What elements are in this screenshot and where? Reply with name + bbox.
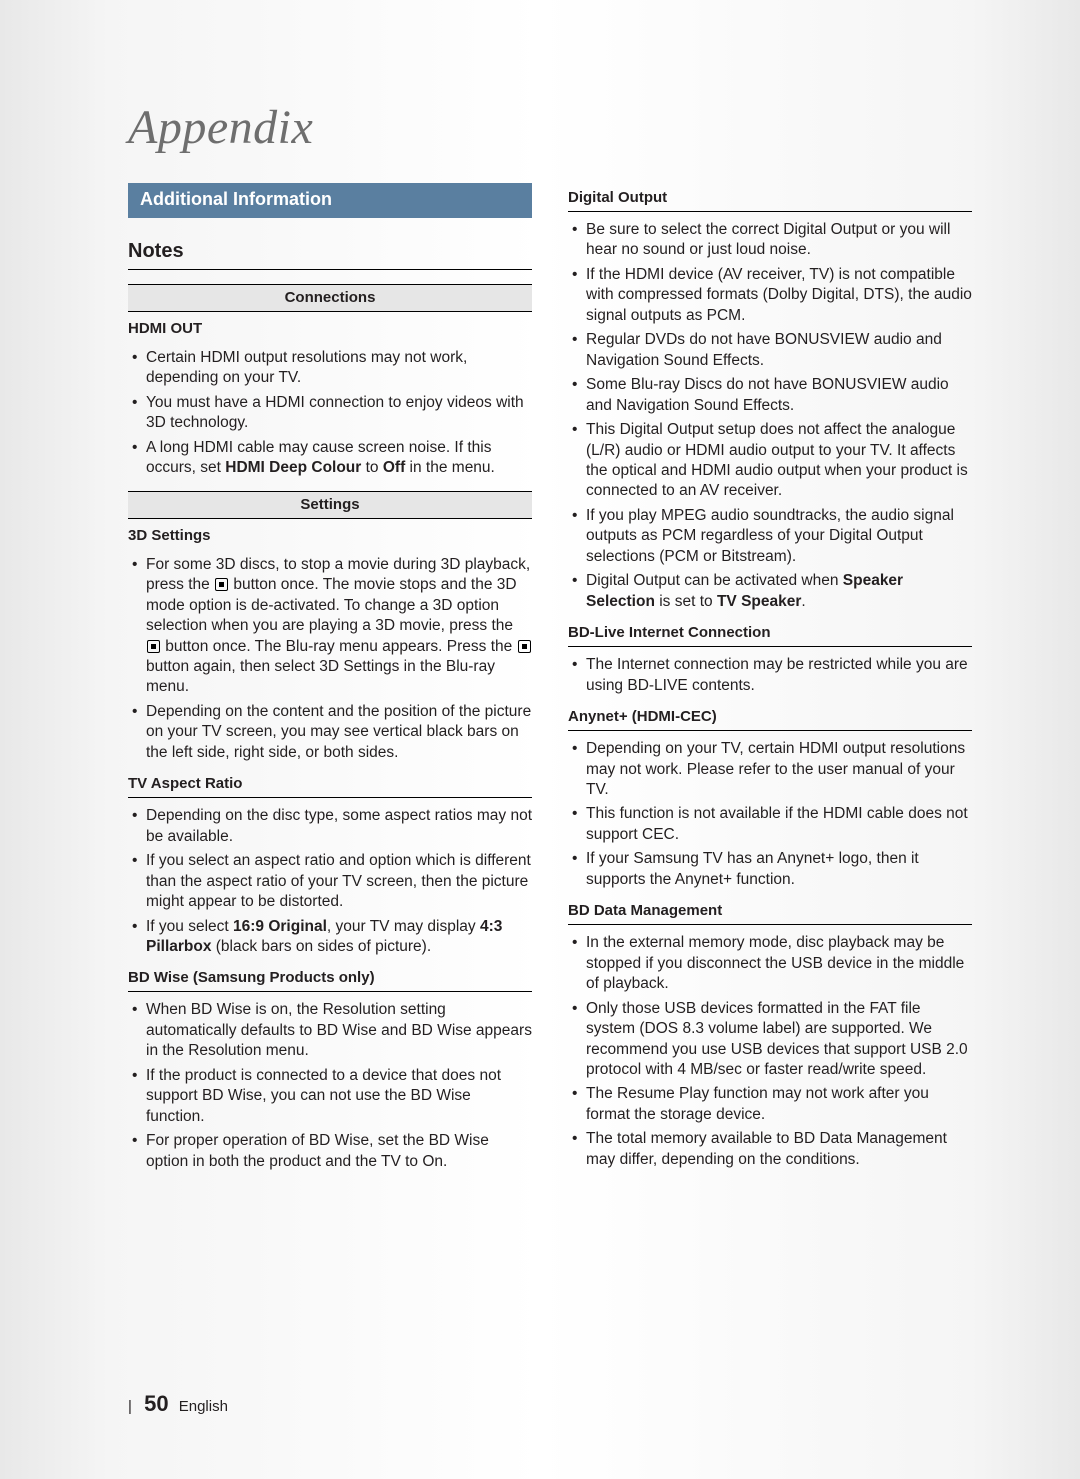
bdwise-heading: BD Wise (Samsung Products only)	[128, 969, 532, 992]
3d-settings-heading: 3D Settings	[128, 527, 532, 549]
bold-text: TV Speaker	[717, 593, 801, 610]
anynet-list: Depending on your TV, certain HDMI outpu…	[568, 739, 972, 890]
list-item: The Resume Play function may not work af…	[586, 1084, 972, 1125]
hdmi-out-heading: HDMI OUT	[128, 320, 532, 342]
two-column-layout: Additional Information Notes Connections…	[128, 183, 972, 1184]
list-item: This Digital Output setup does not affec…	[586, 420, 972, 502]
tv-aspect-heading: TV Aspect Ratio	[128, 775, 532, 798]
stop-icon	[147, 640, 160, 653]
settings-header: Settings	[128, 491, 532, 519]
list-item: For some 3D discs, to stop a movie durin…	[146, 555, 532, 698]
page-container: Appendix Additional Information Notes Co…	[0, 0, 1080, 1184]
list-item: Only those USB devices formatted in the …	[586, 999, 972, 1081]
chapter-title: Appendix	[128, 100, 972, 155]
list-item: This function is not available if the HD…	[586, 804, 972, 845]
list-item: The total memory available to BD Data Ma…	[586, 1129, 972, 1170]
list-item: In the external memory mode, disc playba…	[586, 933, 972, 994]
stop-icon	[215, 578, 228, 591]
text: button again, then select 3D Settings in…	[146, 658, 495, 695]
connections-header: Connections	[128, 284, 532, 312]
notes-heading: Notes	[128, 240, 532, 270]
bddata-list: In the external memory mode, disc playba…	[568, 933, 972, 1170]
left-column: Additional Information Notes Connections…	[128, 183, 532, 1184]
list-item: A long HDMI cable may cause screen noise…	[146, 438, 532, 479]
list-item: Certain HDMI output resolutions may not …	[146, 348, 532, 389]
footer-bar: |	[128, 1398, 132, 1415]
page-footer: | 50 English	[128, 1391, 228, 1417]
text: , your TV may display	[327, 918, 480, 935]
stop-icon	[518, 640, 531, 653]
list-item: Depending on your TV, certain HDMI outpu…	[586, 739, 972, 800]
bold-text: Off	[383, 459, 405, 476]
right-column: Digital Output Be sure to select the cor…	[568, 183, 972, 1184]
text: If you select	[146, 918, 233, 935]
list-item: If the HDMI device (AV receiver, TV) is …	[586, 265, 972, 326]
list-item: Digital Output can be activated when Spe…	[586, 571, 972, 612]
footer-language: English	[179, 1398, 228, 1415]
digital-output-list: Be sure to select the correct Digital Ou…	[568, 220, 972, 612]
anynet-heading: Anynet+ (HDMI-CEC)	[568, 708, 972, 731]
text: in the menu.	[405, 459, 495, 476]
list-item: Depending on the content and the positio…	[146, 702, 532, 763]
3d-settings-list: For some 3D discs, to stop a movie durin…	[128, 555, 532, 764]
list-item: For proper operation of BD Wise, set the…	[146, 1131, 532, 1172]
list-item: If you select an aspect ratio and option…	[146, 851, 532, 912]
bdwise-list: When BD Wise is on, the Resolution setti…	[128, 1000, 532, 1172]
text: button once. The Blu-ray menu appears. P…	[161, 638, 517, 655]
page-number: 50	[144, 1391, 168, 1416]
text: to	[361, 459, 383, 476]
digital-output-heading: Digital Output	[568, 189, 972, 212]
list-item: Regular DVDs do not have BONUSVIEW audio…	[586, 330, 972, 371]
list-item: When BD Wise is on, the Resolution setti…	[146, 1000, 532, 1061]
list-item: If your Samsung TV has an Anynet+ logo, …	[586, 849, 972, 890]
list-item: The Internet connection may be restricte…	[586, 655, 972, 696]
section-heading: Additional Information	[128, 183, 532, 218]
bdlive-list: The Internet connection may be restricte…	[568, 655, 972, 696]
tv-aspect-list: Depending on the disc type, some aspect …	[128, 806, 532, 957]
list-item: Some Blu-ray Discs do not have BONUSVIEW…	[586, 375, 972, 416]
text: .	[801, 593, 805, 610]
list-item: If you play MPEG audio soundtracks, the …	[586, 506, 972, 567]
list-item: If the product is connected to a device …	[146, 1066, 532, 1127]
list-item: If you select 16:9 Original, your TV may…	[146, 917, 532, 958]
bdlive-heading: BD-Live Internet Connection	[568, 624, 972, 647]
text: is set to	[655, 593, 717, 610]
bold-text: 16:9 Original	[233, 918, 327, 935]
list-item: Be sure to select the correct Digital Ou…	[586, 220, 972, 261]
hdmi-out-list: Certain HDMI output resolutions may not …	[128, 348, 532, 479]
text: Digital Output can be activated when	[586, 572, 843, 589]
list-item: You must have a HDMI connection to enjoy…	[146, 393, 532, 434]
bold-text: HDMI Deep Colour	[225, 459, 361, 476]
bddata-heading: BD Data Management	[568, 902, 972, 925]
list-item: Depending on the disc type, some aspect …	[146, 806, 532, 847]
text: (black bars on sides of picture).	[211, 938, 431, 955]
